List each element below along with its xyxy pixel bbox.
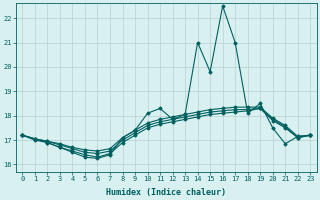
X-axis label: Humidex (Indice chaleur): Humidex (Indice chaleur) bbox=[106, 188, 226, 197]
